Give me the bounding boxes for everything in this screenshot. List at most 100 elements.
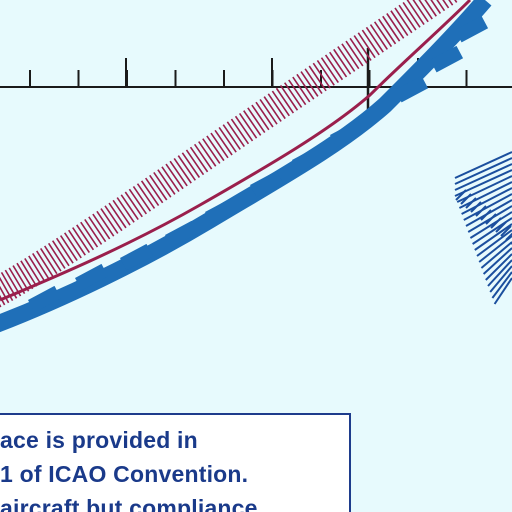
hatch-stroke (161, 166, 180, 193)
area-hatch-edge (470, 201, 482, 213)
area-hatch-line (454, 163, 512, 191)
hatch-stroke (292, 76, 311, 103)
hatch-stroke (136, 183, 156, 209)
hatch-stroke (255, 101, 274, 128)
hatch-stroke (304, 68, 323, 95)
note-line-1: ace is provided in (0, 427, 198, 453)
hatch-stroke (20, 260, 38, 287)
hatch-stroke (64, 232, 82, 259)
hatch-stroke (288, 79, 307, 106)
area-hatch-line (485, 253, 512, 281)
hatch-stroke (165, 163, 184, 190)
hatch-stroke (234, 115, 254, 142)
hatch-stroke (333, 48, 352, 75)
hatch-stroke (84, 219, 103, 245)
hatch-stroke (324, 54, 344, 81)
boundary-step (74, 263, 109, 291)
hatch-stroke (226, 121, 245, 148)
hatch-stroke (349, 37, 368, 64)
hatch-stroke (0, 303, 2, 308)
hatch-stroke (238, 112, 258, 139)
hatch-stroke (418, 0, 433, 20)
hatch-stroke (316, 59, 335, 86)
hatch-stroke (345, 40, 364, 67)
hatch-stroke (12, 265, 30, 292)
hatch-stroke (36, 250, 54, 277)
hatch-stroke (373, 21, 393, 48)
hatch-stroke (275, 87, 295, 114)
hatch-stroke (177, 155, 196, 181)
area-hatch-line (454, 151, 512, 179)
hatch-stroke (116, 197, 135, 223)
area-hatch-edge (465, 197, 477, 209)
area-hatch-line (463, 193, 512, 221)
hatch-stroke (100, 208, 119, 234)
hatch-stroke (279, 85, 299, 111)
hatch-stroke (406, 0, 425, 26)
hatch-stroke (189, 146, 209, 173)
hatch-stroke (430, 0, 442, 14)
hatch-stroke (247, 107, 266, 134)
hatch-stroke (222, 124, 241, 150)
hatch-stroke (300, 71, 319, 97)
hatch-stroke (68, 229, 86, 256)
hatch-stroke (320, 57, 339, 83)
hatch-stroke (271, 90, 290, 117)
hatch-stroke (402, 2, 421, 28)
hatch-stroke (442, 0, 450, 9)
boundary-step (330, 120, 364, 148)
hatch-stroke (308, 65, 327, 92)
hatch-stroke (214, 129, 233, 156)
hatch-stroke (312, 62, 331, 89)
hatch-stroke (369, 24, 388, 50)
hatch-stroke (454, 0, 458, 3)
hatch-stroke (145, 177, 164, 204)
hatch-stroke (108, 202, 127, 229)
area-hatch-line (461, 187, 512, 215)
hatch-stroke (202, 138, 221, 164)
hatch-stroke (382, 15, 401, 42)
hatch-stroke (80, 221, 99, 248)
hatch-stroke (120, 194, 139, 221)
airspace-note-box (0, 413, 351, 512)
hatch-stroke (124, 191, 143, 218)
hatch-stroke (259, 98, 278, 125)
area-hatch-line (489, 265, 512, 293)
hatch-stroke (243, 110, 262, 136)
area-hatch-edge (455, 189, 467, 201)
hatch-stroke (386, 13, 405, 39)
hatch-stroke (55, 237, 74, 264)
hatch-stroke (157, 169, 176, 195)
note-line-3: aircraft but compliance (0, 495, 258, 512)
boundary-hatch-band (0, 0, 461, 308)
area-hatch-edge (480, 209, 492, 221)
boundary-step (165, 220, 199, 248)
hatch-stroke (357, 32, 376, 59)
hatch-stroke (132, 185, 152, 212)
area-hatch-line (480, 241, 512, 269)
hatch-stroke (173, 157, 192, 184)
hatch-stroke (32, 253, 50, 280)
boundary-step (429, 45, 464, 73)
hatch-stroke (218, 127, 237, 153)
hatch-stroke (169, 160, 188, 187)
boundary-step (454, 15, 489, 43)
boundary-blue-steps (27, 15, 489, 313)
hatch-stroke (43, 245, 62, 272)
area-hatch-line (474, 223, 512, 251)
hatch-stroke (412, 0, 429, 23)
area-hatch-line (458, 181, 512, 209)
hatch-stroke (296, 73, 315, 100)
boundary-step (249, 170, 284, 198)
hatch-stroke (47, 242, 66, 269)
hatch-stroke (16, 262, 34, 290)
hatch-stroke (96, 210, 115, 237)
area-hatch-edge (500, 225, 512, 237)
hatch-stroke (24, 257, 42, 285)
hatch-stroke (51, 240, 70, 267)
hatch-stroke (436, 0, 446, 12)
area-hatch-edge (485, 213, 497, 225)
boundary-step (394, 75, 429, 103)
area-hatch-line (482, 247, 512, 275)
hatch-stroke (92, 213, 111, 240)
